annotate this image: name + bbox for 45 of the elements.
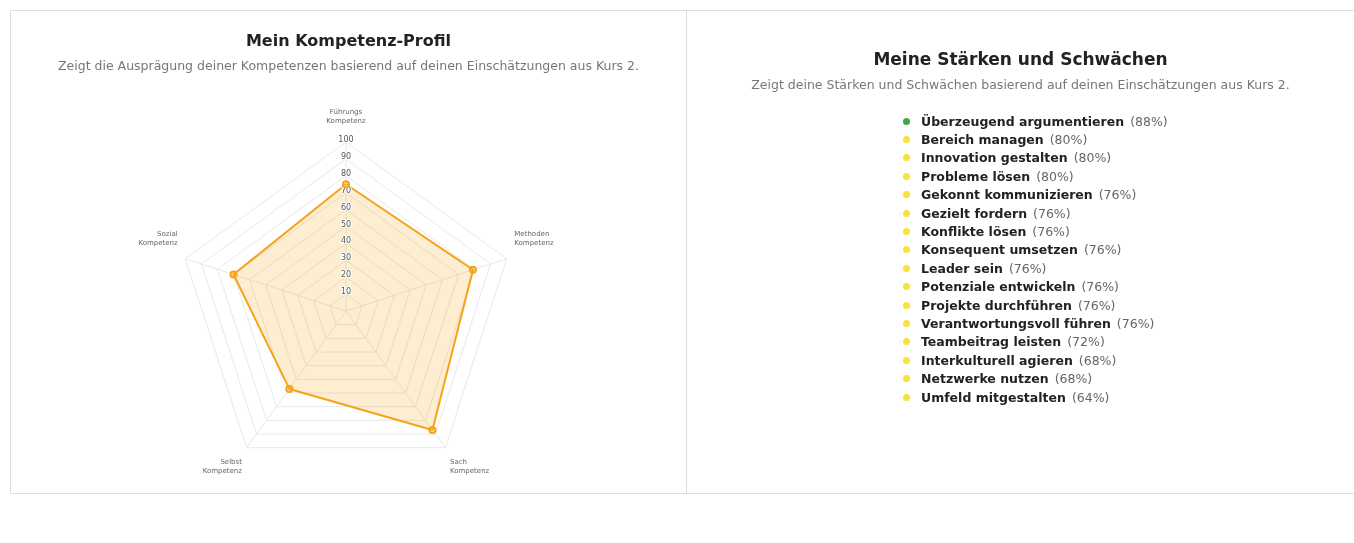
data-label: (64%)	[1071, 389, 1110, 405]
category-label: Umfeld mitgestalten	[921, 389, 1066, 405]
data-label: (68%)	[1054, 371, 1093, 387]
data-label: (76%)	[1083, 242, 1122, 258]
y-tick-label: 40	[340, 236, 352, 246]
category-label: Projekte durchführen	[921, 297, 1072, 313]
data-label: (76%)	[1116, 315, 1155, 331]
y-tick-label: 60	[340, 202, 352, 212]
category-label: Potenziale entwickeln	[921, 279, 1076, 295]
category-label: Innovation gestalten	[921, 150, 1068, 166]
y-tick-label: 30	[340, 253, 352, 263]
data-label: (76%)	[1032, 224, 1070, 240]
data-label: (76%)	[1008, 260, 1047, 276]
data-label: (88%)	[1130, 113, 1168, 129]
category-label: Gezielt fordern	[921, 205, 1028, 221]
data-label: (72%)	[1067, 334, 1105, 350]
y-tick-label: 100	[338, 135, 354, 144]
text: Meine Stärken und Schwächen	[872, 49, 1169, 69]
chart-subtitle: Zeigt die Ausprägung deiner Kompetenzen basierend auf deinen Einschätzungen aus Kurs 2.	[57, 58, 640, 73]
text: Zeigt deine Stärken und Schwächen basierend auf deinen Einschätzungen aus Kurs 2.	[750, 77, 1291, 92]
y-tick-label: 90	[340, 151, 352, 161]
category-label: Konsequent umsetzen	[921, 242, 1078, 258]
category-label: Konflikte lösen	[921, 224, 1027, 240]
chart-title: Mein Kompetenz-Profil	[244, 31, 453, 50]
y-tick-label: 20	[340, 270, 352, 280]
category-label: Bereich managen	[921, 132, 1044, 148]
data-label: (80%)	[1049, 132, 1088, 148]
category-label: Probleme lösen	[921, 168, 1031, 184]
category-label: Gekonnt kommunizieren	[921, 187, 1093, 203]
data-label: (76%)	[1081, 279, 1119, 295]
data-label: (76%)	[1098, 187, 1137, 203]
category-label: Netzwerke nutzen	[921, 371, 1049, 387]
y-tick-label: 50	[340, 219, 352, 229]
category-label: Leader sein	[921, 260, 1003, 276]
category-label: Teambeitrag leisten	[921, 334, 1062, 350]
category-label: Verantwortungsvoll führen	[921, 315, 1111, 331]
y-tick-label: 80	[340, 168, 352, 178]
data-label: (68%)	[1078, 352, 1117, 368]
category-label: Interkulturell agieren	[921, 352, 1073, 368]
data-label: (80%)	[1036, 168, 1074, 184]
category-label: Überzeugend argumentieren	[921, 113, 1125, 129]
data-label: (76%)	[1033, 205, 1071, 221]
y-tick-label: 10	[340, 287, 352, 297]
data-label: (80%)	[1073, 150, 1112, 166]
data-label: (76%)	[1077, 297, 1116, 313]
